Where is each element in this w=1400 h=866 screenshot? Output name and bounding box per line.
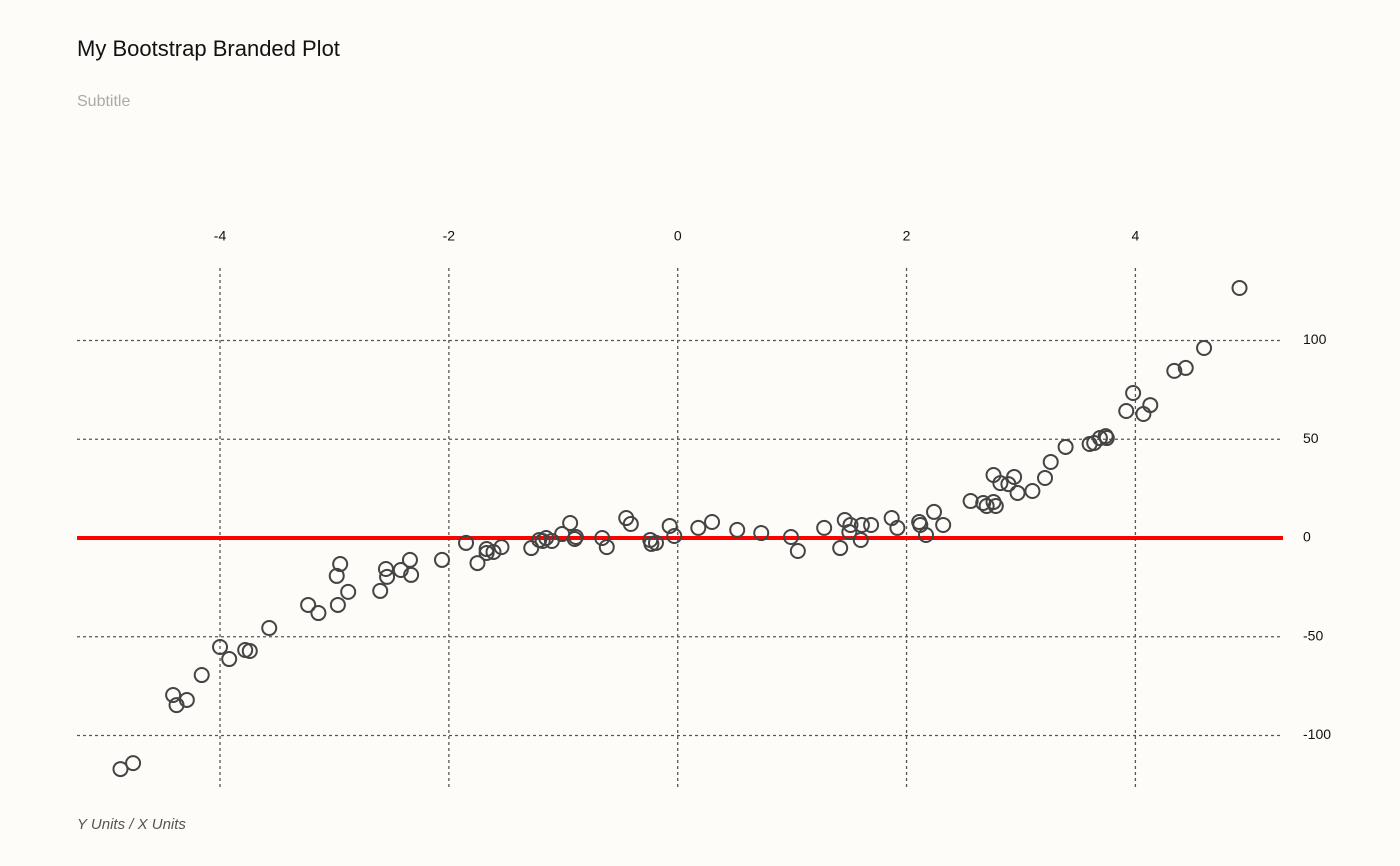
point [753,525,770,542]
point [863,516,880,533]
point [401,551,418,568]
point [1196,339,1213,356]
y-tick-label: 50 [1303,430,1319,446]
point [1024,482,1041,499]
point [403,566,420,583]
point [478,544,495,561]
x-tick-label: 4 [1131,228,1139,244]
x-tick-label: -2 [443,228,456,244]
point [622,515,639,532]
point [704,513,721,530]
x-tick-label: -4 [214,228,227,244]
point [434,551,451,568]
point [392,561,409,578]
point [193,667,210,684]
point [1006,468,1023,485]
y-tick-label: 100 [1303,331,1327,347]
point [523,540,540,557]
point [992,475,1009,492]
point [329,596,346,613]
point [493,539,510,556]
point [1125,385,1142,402]
point [1098,430,1115,447]
point [729,521,746,538]
point [647,534,664,551]
point [125,755,142,772]
point [458,534,475,551]
chart-caption: Y Units / X Units [77,816,186,833]
point [1009,484,1026,501]
point [178,691,195,708]
point [261,620,278,637]
point [782,528,799,545]
point [962,493,979,510]
y-tick-label: -100 [1303,726,1331,742]
point [853,516,870,533]
x-tick-label: 2 [903,228,911,244]
point [112,761,129,778]
point [1118,402,1135,419]
point [918,527,935,544]
point [661,517,678,534]
point [241,642,258,659]
point [566,530,583,547]
point [926,503,943,520]
point [842,516,859,533]
point [935,516,952,533]
point [328,567,345,584]
point [1177,359,1194,376]
point [221,651,238,668]
point [340,583,357,600]
point [310,605,327,622]
point [332,556,349,573]
point [987,497,1004,514]
point [594,529,611,546]
point [889,519,906,536]
point [469,555,486,572]
point [212,639,229,656]
y-tick-label: -50 [1303,627,1323,643]
point [1231,279,1248,296]
point [598,539,615,556]
chart-subtitle: Subtitle [77,93,130,110]
point [165,687,182,704]
point [1166,362,1183,379]
point [1142,397,1159,414]
point [485,544,502,561]
point [300,596,317,613]
point [816,519,833,536]
point [690,519,707,536]
point [1037,469,1054,486]
point [832,540,849,557]
point [379,568,396,585]
point [841,524,858,541]
point [372,582,389,599]
chart-title: My Bootstrap Branded Plot [77,36,340,61]
point [1042,453,1059,470]
point [1057,438,1074,455]
y-tick-label: 0 [1303,529,1311,545]
point [666,528,683,545]
point [852,531,869,548]
point [562,514,579,531]
point [534,532,551,549]
x-tick-label: 0 [674,228,682,244]
point [789,543,806,560]
